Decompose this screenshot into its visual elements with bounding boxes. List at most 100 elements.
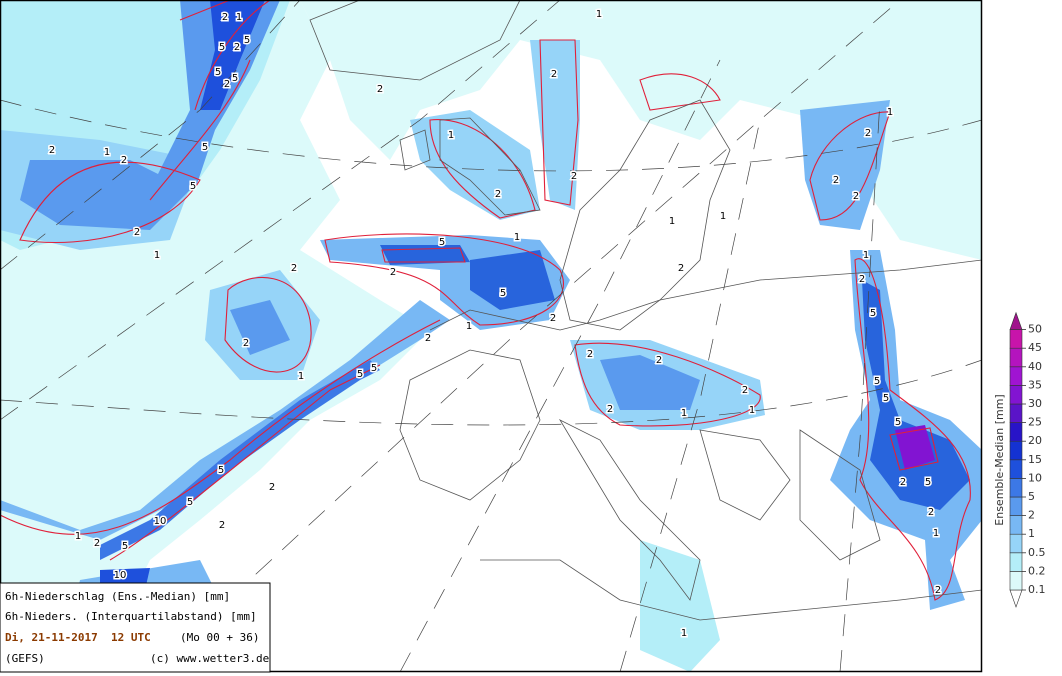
- contour-label: 1: [863, 250, 869, 261]
- iqr-contour: [224, 277, 312, 373]
- precip-peak: [895, 425, 935, 470]
- colorbar-segment: [1009, 385, 1023, 405]
- contour-label: 1: [104, 147, 110, 158]
- colorbar-tick-label: 30: [1028, 397, 1042, 410]
- info-line: 6h-Nieders. (Interquartilabstand) [mm]: [5, 610, 257, 623]
- colorbar-tick-label: 0.2: [1028, 564, 1046, 577]
- contour-label: 1: [596, 9, 602, 20]
- info-box: 6h-Niederschlag (Ens.-Median) [mm] 6h-Ni…: [0, 582, 271, 673]
- precip-core: [380, 245, 555, 310]
- contour-label: 2: [49, 145, 55, 156]
- info-line: 6h-Niederschlag (Ens.-Median) [mm]: [5, 590, 230, 603]
- map-frame: [0, 0, 983, 673]
- colorbar-label: Ensemble-Median [mm]: [993, 394, 1006, 525]
- colorbar-tick-label: 2: [1028, 509, 1035, 522]
- contour-label: 2: [587, 349, 593, 360]
- info-credit: (c) www.wetter3.de: [150, 652, 269, 665]
- contour-label: 5: [187, 497, 193, 508]
- precip-band: [530, 40, 580, 210]
- contour-label: 5: [232, 73, 238, 84]
- precip-band: [0, 300, 450, 540]
- info-run: (Mo 00 + 36): [180, 631, 259, 644]
- info-model: (GEFS): [5, 652, 45, 665]
- precip-band: [20, 160, 190, 230]
- contour-label: 1: [887, 107, 893, 118]
- contour-label: 1: [154, 250, 160, 261]
- contour-label: 2: [390, 267, 396, 278]
- colorbar-segment: [1009, 347, 1023, 368]
- colorbar-segment: [1009, 311, 1023, 330]
- colorbar-tick-label: 15: [1028, 453, 1042, 466]
- contour-label: 2: [134, 227, 140, 238]
- colorbar-tick-label: 40: [1028, 360, 1042, 373]
- contour-label: 1: [720, 211, 726, 222]
- colorbar-segment: [1009, 496, 1023, 516]
- contour-label: 2: [550, 313, 556, 324]
- colorbar-segment: [1009, 515, 1023, 535]
- contour-label: 5: [883, 393, 889, 404]
- contour-label: 5: [357, 369, 363, 380]
- contour-label: 1: [75, 531, 81, 542]
- contour-label: 1: [749, 405, 755, 416]
- iqr-contour: [809, 111, 971, 601]
- colorbar-tick-label: 1: [1028, 527, 1035, 540]
- colorbar-segment: [1009, 422, 1023, 442]
- colorbar-tick-label: 10: [1028, 471, 1042, 484]
- contour-label: 2: [94, 538, 100, 549]
- contour-label: 2: [222, 12, 228, 23]
- contour-label: 2: [742, 385, 748, 396]
- info-date: Di, 21-11-2017 12 UTC: [5, 631, 151, 644]
- contour-label: 2: [291, 263, 297, 274]
- map-area: [0, 0, 982, 672]
- contour-label: 2: [425, 333, 431, 344]
- iqr-contour: [0, 319, 441, 561]
- iqr-contour: [429, 39, 721, 219]
- contour-label: 2: [243, 338, 249, 349]
- contour-label: 2: [269, 482, 275, 493]
- contour-label: 5: [870, 308, 876, 319]
- contour-label: 2: [551, 69, 557, 80]
- contour-label: 10: [154, 516, 167, 527]
- colorbar-segment: [1009, 459, 1023, 479]
- colorbar-segment: [1009, 571, 1023, 591]
- coastline: [559, 99, 731, 331]
- precip-band: [410, 110, 540, 220]
- contour-label: 2: [377, 84, 383, 95]
- contour-label: 2: [656, 355, 662, 366]
- contour-label: 2: [859, 274, 865, 285]
- iqr-contour: [19, 0, 271, 243]
- contour-label: 2: [219, 520, 225, 531]
- colorbar: Ensemble-Median [mm] 0.10.20.51251015202…: [993, 311, 1046, 608]
- contour-label: 2: [678, 263, 684, 274]
- precip-band: [800, 100, 890, 230]
- colorbar-segment: [1009, 366, 1023, 386]
- contour-label: 2: [234, 42, 240, 53]
- contour-label: 2: [928, 507, 934, 518]
- info-box-frame: [0, 582, 271, 673]
- coastline: [309, 0, 541, 216]
- colorbar-tick-label: 45: [1028, 341, 1042, 354]
- contour-label: 1: [514, 232, 520, 243]
- contour-label: 1: [669, 216, 675, 227]
- precip-core: [862, 280, 970, 510]
- colorbar-segment: [1009, 533, 1023, 554]
- contour-label: 5: [895, 417, 901, 428]
- lat-lon-grid: [0, 0, 982, 672]
- contour-label: 1: [448, 130, 454, 141]
- coastline: [399, 259, 982, 621]
- colorbar-segment: [1009, 403, 1023, 423]
- contour-label: 5: [219, 42, 225, 53]
- contour-label: 2: [224, 79, 230, 90]
- contour-label: 1: [298, 371, 304, 382]
- colorbar-segment: [1009, 329, 1023, 349]
- contour-label: 2: [865, 128, 871, 139]
- contour-label: 5: [925, 477, 931, 488]
- contour-label: 2: [853, 191, 859, 202]
- contour-label: 5: [874, 376, 880, 387]
- colorbar-tick-label: 0.1: [1028, 583, 1046, 596]
- contour-label: 5: [371, 363, 377, 374]
- precip-band: [230, 300, 290, 355]
- contour-label: 1: [681, 628, 687, 639]
